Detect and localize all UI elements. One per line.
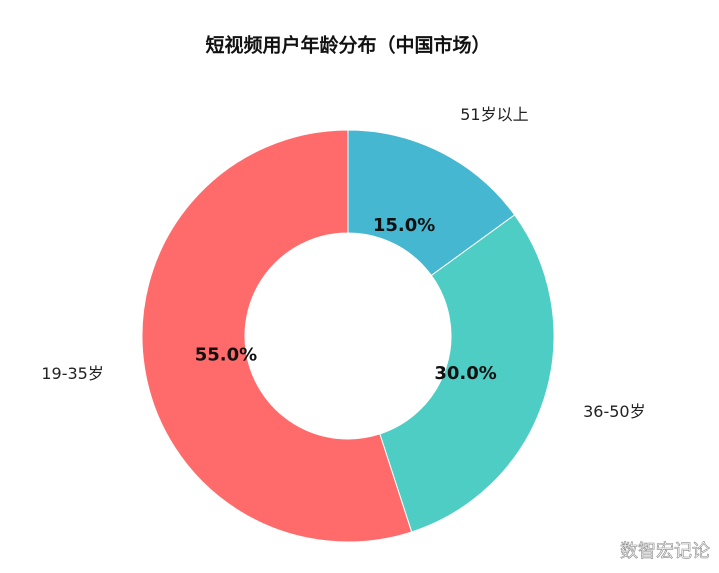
donut-slice: [347, 129, 516, 277]
watermark: 数智宏记论: [620, 541, 710, 562]
value-label: 30.0%: [434, 363, 496, 384]
donut-slice: [141, 129, 413, 543]
category-label: 36-50岁: [583, 402, 646, 421]
category-label: 19-35岁: [41, 364, 104, 383]
category-label: 51岁以上: [460, 105, 528, 124]
chart-title: 短视频用户年龄分布（中国市场）: [205, 34, 490, 57]
donut-slice: [379, 214, 555, 533]
value-label: 15.0%: [373, 215, 435, 236]
value-label: 55.0%: [195, 344, 257, 365]
